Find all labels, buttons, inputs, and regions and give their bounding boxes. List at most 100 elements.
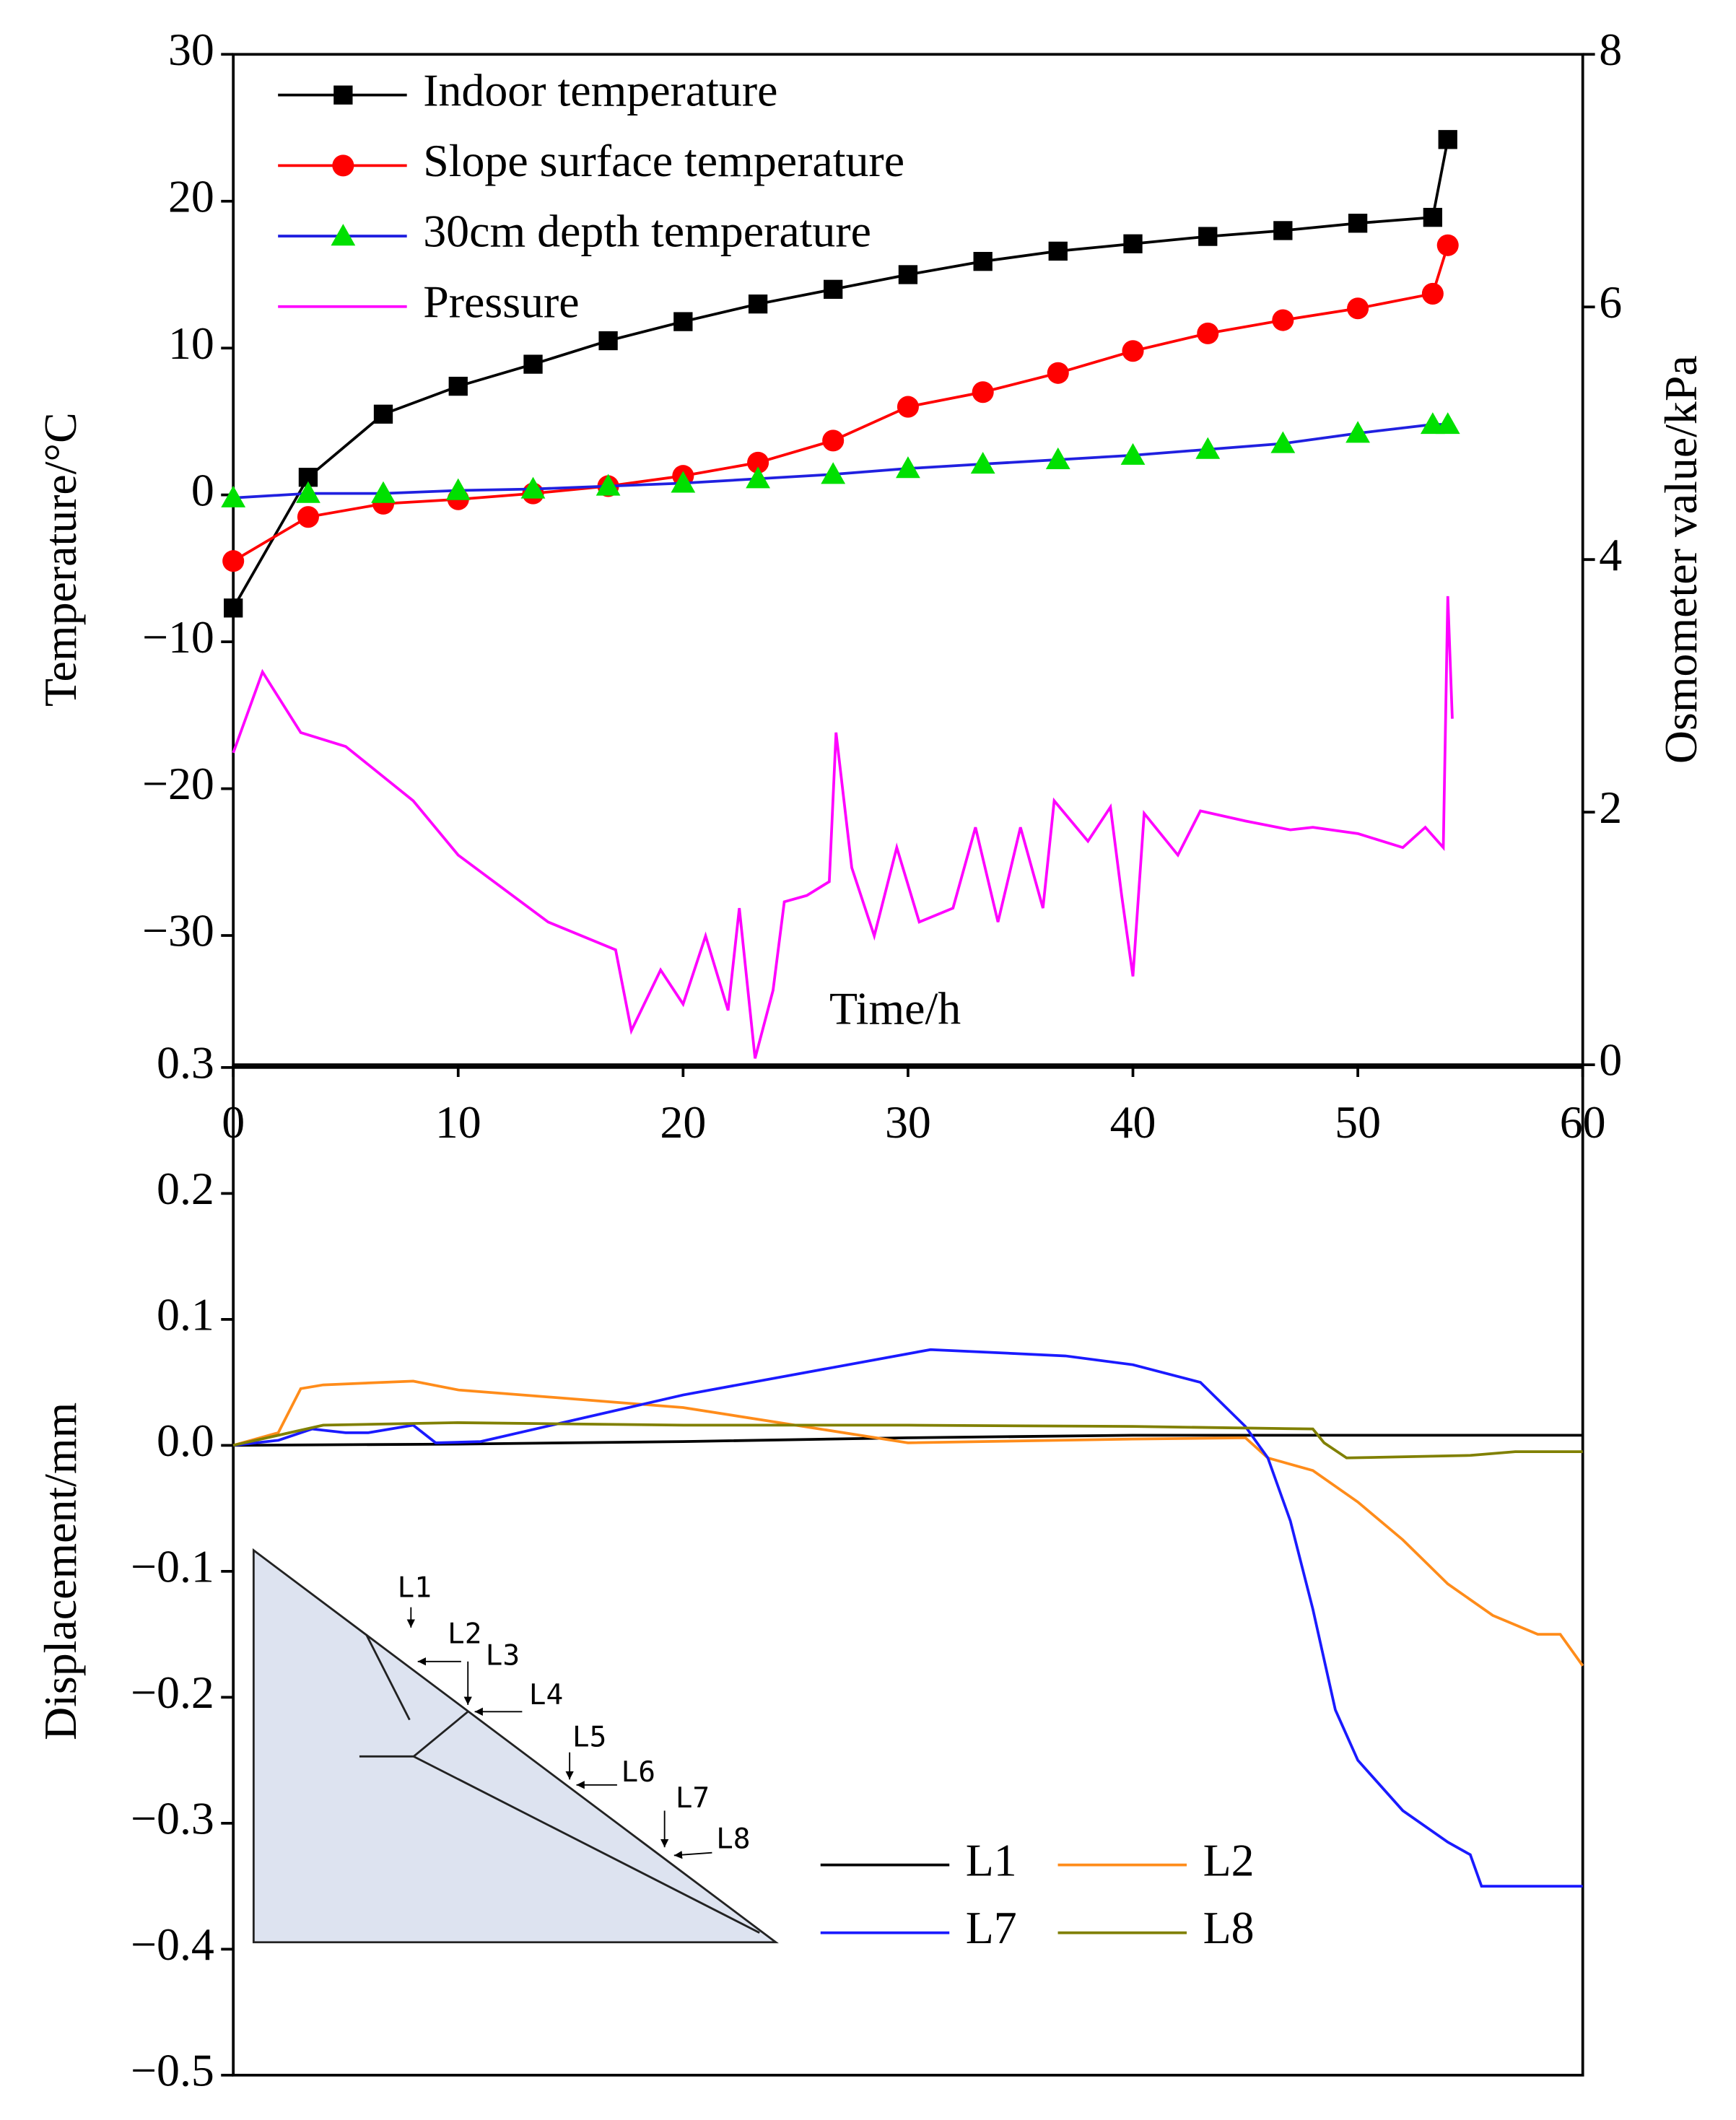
marker — [1438, 130, 1457, 149]
marker — [1435, 412, 1460, 435]
legend-label: L2 — [1203, 1834, 1255, 1885]
inset-label: L3 — [486, 1639, 520, 1672]
slope-shape — [252, 1548, 779, 1944]
y-tick-label: −0.5 — [131, 2045, 214, 2096]
marker — [1123, 234, 1143, 253]
inset-label: L1 — [398, 1571, 432, 1605]
marker — [748, 295, 768, 314]
inset-label: L7 — [676, 1781, 710, 1815]
marker — [1047, 362, 1069, 384]
inset-label: L6 — [621, 1755, 656, 1789]
marker — [822, 429, 845, 452]
marker — [671, 471, 696, 493]
marker — [333, 85, 353, 105]
y2-tick-label: 2 — [1599, 782, 1622, 833]
y2-tick-label: 6 — [1599, 276, 1622, 328]
y-tick-label: −0.2 — [131, 1667, 214, 1718]
marker — [598, 331, 618, 351]
marker — [373, 404, 393, 424]
marker — [1347, 297, 1369, 320]
y-tick-label: −30 — [142, 905, 214, 956]
crack-line — [365, 1633, 411, 1721]
y2-tick-label: 4 — [1599, 529, 1622, 580]
marker — [747, 451, 769, 474]
x-axis-title: Time/h — [829, 982, 961, 1034]
x-tick-label: 40 — [1110, 1096, 1156, 1148]
marker — [523, 354, 543, 374]
y-tick-label: −0.1 — [131, 1541, 214, 1592]
marker — [332, 154, 354, 177]
marker — [824, 279, 843, 299]
y-axis-title: Displacement/mm — [35, 1403, 86, 1740]
inset-label: L8 — [716, 1822, 751, 1855]
y2-axis-title: Osmometer value/kPa — [1655, 355, 1706, 764]
marker — [297, 506, 319, 528]
legend-label: L8 — [1203, 1902, 1255, 1953]
marker — [1436, 234, 1459, 256]
marker — [1345, 421, 1371, 443]
marker — [1048, 241, 1068, 261]
marker — [1348, 214, 1368, 233]
x-tick-label: 30 — [885, 1096, 931, 1148]
marker — [1273, 221, 1293, 240]
marker — [673, 312, 693, 331]
marker — [1272, 309, 1294, 331]
legend-label: L7 — [966, 1902, 1017, 1953]
x-tick-label: 20 — [660, 1096, 706, 1148]
y2-tick-label: 8 — [1599, 24, 1622, 75]
marker — [596, 474, 621, 496]
y-tick-label: 0.0 — [157, 1415, 214, 1466]
marker — [448, 376, 468, 396]
y2-tick-label: 0 — [1599, 1034, 1622, 1086]
marker — [520, 476, 546, 499]
series-line — [233, 1434, 1583, 1447]
legend-label: Slope surface temperature — [423, 135, 904, 186]
series-line — [232, 1379, 1584, 1667]
y-tick-label: −0.4 — [131, 1919, 214, 1970]
marker — [973, 252, 993, 271]
marker — [1198, 227, 1218, 246]
y-tick-label: 20 — [168, 170, 214, 222]
series-line — [232, 139, 1449, 609]
series-line — [232, 1421, 1583, 1460]
y-tick-label: 0.2 — [157, 1163, 214, 1214]
inset-label: L5 — [572, 1720, 607, 1753]
marker — [1197, 322, 1219, 344]
marker — [1120, 442, 1146, 465]
x-tick-label: 10 — [435, 1096, 481, 1148]
marker — [1421, 282, 1444, 305]
y-tick-label: 0.3 — [157, 1037, 214, 1088]
y-tick-label: 0 — [191, 464, 214, 515]
y-tick-label: 10 — [168, 318, 214, 369]
legend-label: Pressure — [423, 276, 579, 327]
marker — [1423, 207, 1443, 227]
series-line — [232, 245, 1449, 562]
inset-diagram: L1 L2 L3 L4 L5 L6 L7 L8 — [252, 1548, 779, 1944]
marker — [970, 452, 995, 474]
inset-label: L4 — [529, 1678, 564, 1711]
y-tick-label: −20 — [142, 758, 214, 809]
y-tick-label: 0.1 — [157, 1288, 214, 1340]
legend-label: L1 — [966, 1834, 1017, 1885]
y-axis-title: Temperature/°C — [35, 412, 86, 707]
arrow — [673, 1851, 712, 1859]
marker — [746, 466, 771, 489]
marker — [224, 598, 243, 618]
marker — [1195, 437, 1221, 459]
series-line — [233, 423, 1448, 500]
marker — [821, 462, 846, 484]
marker — [1122, 340, 1144, 362]
y-tick-label: −0.3 — [131, 1793, 214, 1844]
marker — [221, 485, 246, 507]
legend-label: Indoor temperature — [423, 64, 777, 115]
inset-label: L2 — [448, 1618, 482, 1651]
marker — [972, 381, 994, 404]
marker — [371, 481, 396, 503]
y-tick-label: −10 — [142, 611, 214, 663]
y-tick-label: 30 — [168, 24, 214, 75]
marker — [896, 456, 920, 479]
marker — [1045, 447, 1070, 469]
marker — [296, 481, 320, 503]
legend-label: 30cm depth temperature — [423, 206, 871, 257]
